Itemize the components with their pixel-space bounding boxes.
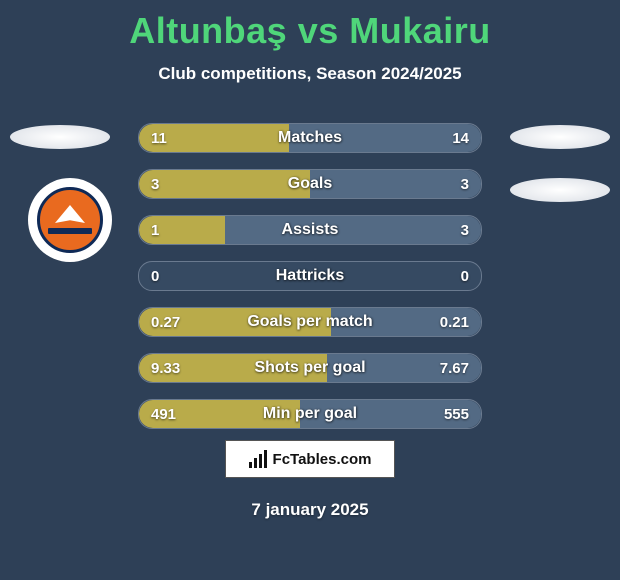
placeholder-ellipse-left [10,125,110,149]
stat-value-left: 0.27 [151,308,180,336]
stat-row: 1114Matches [138,123,482,153]
stat-value-right: 3 [461,170,469,198]
footer-brand: FcTables.com [225,440,395,478]
stat-row: 491555Min per goal [138,399,482,429]
stat-row: 0 0Hattricks [138,261,482,291]
stat-value-right: 7.67 [440,354,469,382]
placeholder-ellipse-right-1 [510,125,610,149]
stat-row: 13Assists [138,215,482,245]
stat-label: Hattricks [139,262,481,290]
stat-value-right: 0.21 [440,308,469,336]
bar-chart-icon [249,450,267,468]
stat-value-right: 3 [461,216,469,244]
stat-row: 9.337.67Shots per goal [138,353,482,383]
stat-value-left: 0 [151,262,159,290]
stats-comparison-chart: 1114Matches33Goals13Assists00Hattricks0.… [138,123,482,445]
stat-value-left: 1 [151,216,159,244]
stat-row: 33Goals [138,169,482,199]
stat-value-right: 0 [461,262,469,290]
stat-fill-right [310,170,481,198]
stat-value-left: 3 [151,170,159,198]
stat-value-left: 491 [151,400,176,428]
subtitle: Club competitions, Season 2024/2025 [0,64,620,84]
placeholder-ellipse-right-2 [510,178,610,202]
page-title: Altunbaş vs Mukairu [0,0,620,52]
date-text: 7 january 2025 [0,500,620,520]
stat-value-left: 11 [151,124,167,152]
footer-brand-text: FcTables.com [273,451,372,468]
adanaspor-icon [37,187,103,253]
club-badge-left [28,178,112,262]
stat-value-right: 555 [444,400,469,428]
stat-fill-right [225,216,482,244]
stat-row: 0.270.21Goals per match [138,307,482,337]
stat-fill-left [139,170,310,198]
stat-value-left: 9.33 [151,354,180,382]
stat-value-right: 14 [452,124,469,152]
